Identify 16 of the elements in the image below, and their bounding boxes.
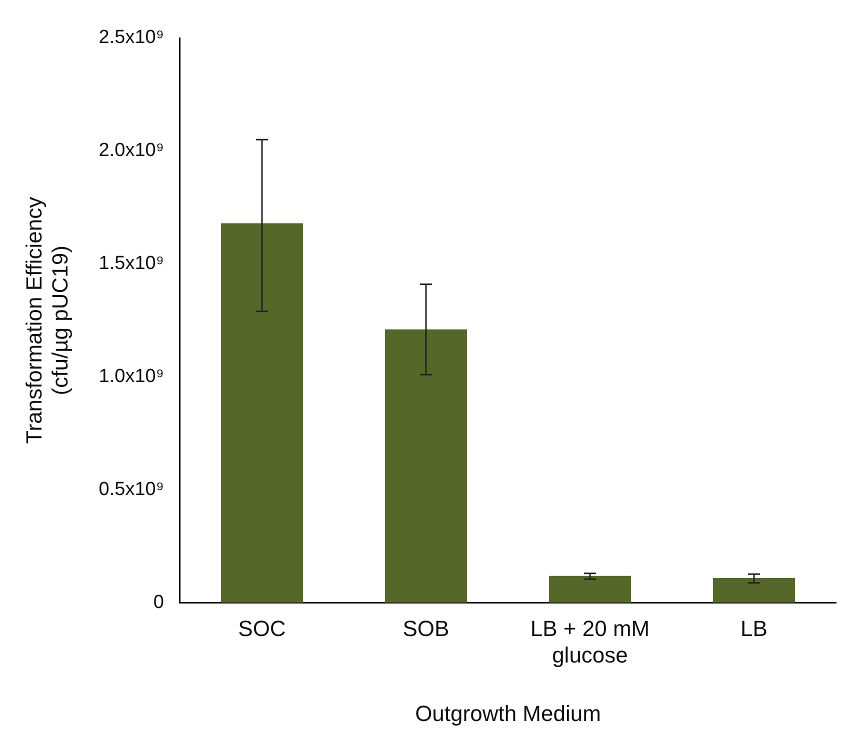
bar: [548, 576, 631, 603]
bar: [712, 578, 795, 603]
y-tick-label: 2.0x10⁹: [98, 140, 164, 162]
y-axis-title: Transformation Efficiency (cfu/µg pUC19): [21, 196, 73, 444]
y-tick-label: 0: [153, 592, 164, 614]
y-tick-label: 2.5x10⁹: [98, 27, 164, 48]
x-axis-title: Outgrowth Medium: [415, 700, 601, 726]
bar: [384, 329, 467, 603]
y-tick-label: 1.5x10⁹: [98, 253, 164, 274]
x-tick-label: SOB: [402, 616, 450, 642]
bar: [220, 223, 303, 603]
y-tick-label: 1.0x10⁹: [98, 366, 164, 388]
x-tick-label: LB + 20 mM glucose: [530, 616, 650, 668]
x-tick-label: SOC: [238, 616, 286, 642]
y-tick-label: 0.5x10⁹: [98, 479, 164, 500]
x-tick-label: LB: [740, 616, 768, 642]
